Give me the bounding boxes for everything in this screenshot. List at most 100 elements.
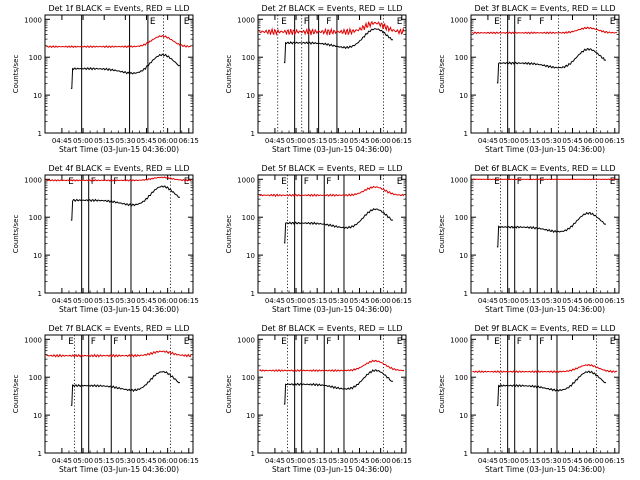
x-tick-label: 05:45: [136, 297, 156, 305]
x-tick-label: 05:30: [328, 137, 348, 145]
y-tick-label: 1: [38, 130, 42, 138]
x-tick-label: 05:15: [307, 137, 327, 145]
x-tick-label: 04:45: [265, 457, 285, 465]
panel-title: Det 4f BLACK = Events, RED = LLD: [48, 164, 189, 173]
x-tick-label: 06:15: [179, 457, 199, 465]
x-tick-label: 05:00: [73, 457, 93, 465]
flag-marker-label: F: [91, 177, 96, 187]
panel-title: Det 7f BLACK = Events, RED = LLD: [48, 324, 189, 333]
x-tick-label: 05:15: [520, 137, 540, 145]
x-tick-label: 06:15: [179, 137, 199, 145]
flag-marker-label: F: [304, 17, 309, 27]
plot-frame: [44, 334, 194, 454]
plot-frame: [44, 174, 194, 294]
x-tick-label: 06:15: [392, 457, 412, 465]
x-tick-label: 05:00: [286, 137, 306, 145]
flag-marker-label: E: [494, 177, 500, 187]
y-tick-label: 1000: [450, 16, 468, 24]
y-tick-label: 1000: [450, 176, 468, 184]
flag-marker-label: E: [281, 177, 287, 187]
events-series-line: [283, 207, 393, 244]
y-tick-label: 1000: [450, 336, 468, 344]
lld-series-line: [46, 176, 192, 182]
x-tick-label: 06:00: [158, 297, 178, 305]
panel-6: Det 6f BLACK = Events, RED = LLD 1 10 100 10…: [438, 164, 625, 314]
y-tick-label: 1: [251, 290, 255, 298]
x-tick-label: 05:00: [73, 137, 93, 145]
panel-title: Det 1f BLACK = Events, RED = LLD: [48, 4, 189, 13]
flag-marker-label: E: [184, 337, 190, 347]
y-tick-label: 10: [246, 92, 255, 100]
x-tick-label: 05:45: [562, 137, 582, 145]
flag-marker-label: E: [610, 337, 616, 347]
events-series-line: [496, 47, 606, 84]
x-tick-label: 05:45: [562, 457, 582, 465]
y-axis-label: Counts/sec: [225, 55, 233, 94]
plot-frame: [470, 14, 620, 134]
flag-marker-label: E: [68, 177, 74, 187]
y-axis-label: Counts/sec: [12, 55, 20, 94]
x-tick-label: 06:00: [371, 137, 391, 145]
x-tick-label: 05:45: [136, 137, 156, 145]
panel-2: Det 2f BLACK = Events, RED = LLD 1 10 100 10…: [225, 4, 412, 154]
flag-marker-label: F: [326, 337, 331, 347]
y-tick-label: 100: [29, 374, 42, 382]
events-series-line: [496, 211, 606, 248]
y-tick-label: 100: [455, 374, 468, 382]
x-tick-label: 06:15: [605, 137, 625, 145]
flag-marker-label: F: [326, 177, 331, 187]
flag-marker-label: F: [539, 17, 544, 27]
lld-series-line: [472, 178, 618, 181]
y-tick-label: 1000: [24, 16, 42, 24]
x-tick-label: 06:00: [371, 297, 391, 305]
y-axis-label: Counts/sec: [438, 215, 446, 254]
flag-marker-label: F: [539, 177, 544, 187]
lld-series-line: [471, 26, 618, 35]
lld-series-line: [46, 350, 192, 358]
y-tick-label: 100: [29, 214, 42, 222]
y-tick-label: 1: [464, 130, 468, 138]
flag-marker-label: E: [184, 177, 190, 187]
x-tick-label: 05:15: [94, 137, 114, 145]
x-tick-label: 04:45: [265, 297, 285, 305]
events-series-line: [70, 370, 180, 406]
y-tick-label: 10: [246, 412, 255, 420]
y-tick-label: 1: [464, 290, 468, 298]
panel-title: Det 5f BLACK = Events, RED = LLD: [261, 164, 402, 173]
y-axis-label: Counts/sec: [438, 55, 446, 94]
x-tick-label: 05:30: [541, 297, 561, 305]
x-tick-label: 05:00: [286, 297, 306, 305]
x-tick-label: 05:45: [349, 457, 369, 465]
panel-9: Det 9f BLACK = Events, RED = LLD 1 10 100 10…: [438, 324, 625, 474]
x-axis-label: Start Time (03-Jun-15 04:36:00): [485, 305, 605, 314]
x-tick-label: 05:00: [286, 457, 306, 465]
panel-8: Det 8f BLACK = Events, RED = LLD 1 10 100 10…: [225, 324, 412, 474]
x-tick-label: 06:15: [605, 457, 625, 465]
y-tick-label: 1: [464, 450, 468, 458]
y-tick-label: 1000: [237, 176, 255, 184]
flag-marker-label: E: [68, 337, 74, 347]
y-tick-label: 100: [29, 54, 42, 62]
panel-title: Det 9f BLACK = Events, RED = LLD: [474, 324, 615, 333]
flag-marker-label: E: [610, 17, 616, 27]
y-tick-label: 100: [455, 54, 468, 62]
flag-marker-label: E: [494, 17, 500, 27]
flag-marker-label: E: [494, 337, 500, 347]
x-tick-label: 06:15: [392, 137, 412, 145]
flag-marker-label: E: [397, 177, 403, 187]
panel-1: Det 1f BLACK = Events, RED = LLD 1 10 100 10…: [12, 4, 199, 154]
lld-series-line: [46, 35, 192, 49]
plot-frame: [470, 174, 620, 294]
x-tick-label: 06:00: [371, 457, 391, 465]
flag-marker-label: F: [517, 177, 522, 187]
panel-4: Det 4f BLACK = Events, RED = LLD 1 10 100 10…: [12, 164, 199, 314]
y-tick-label: 10: [33, 412, 42, 420]
x-tick-label: 06:15: [179, 297, 199, 305]
x-tick-label: 05:45: [349, 137, 369, 145]
plot-frame: [257, 14, 407, 134]
y-tick-label: 100: [242, 54, 255, 62]
lld-series-line: [259, 359, 405, 373]
plot-frame: [470, 334, 620, 454]
events-series-line: [283, 369, 393, 405]
